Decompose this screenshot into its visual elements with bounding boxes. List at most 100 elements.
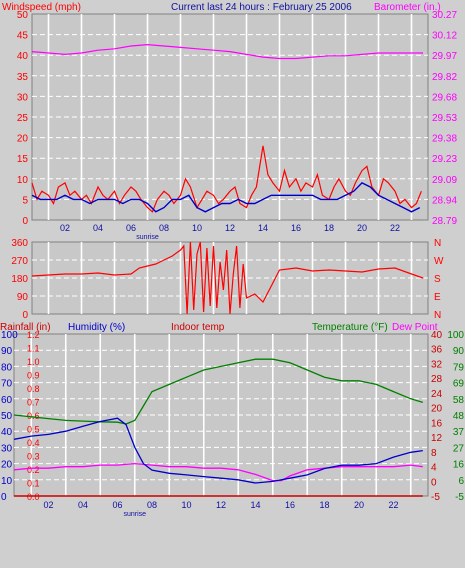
compass-tick-label: W <box>434 256 444 267</box>
temperature-tick-label: 16 <box>431 418 443 429</box>
barometer-line <box>31 43 423 60</box>
x-tick-label: 16 <box>285 500 295 510</box>
humidity-tick-label: 20 <box>1 460 13 471</box>
rainfall-axis-label: Rainfall (in) <box>0 322 51 333</box>
wind-tick-label: 30 <box>17 92 29 103</box>
temperature-tick-label: -5 <box>431 492 440 503</box>
chart-title: Current last 24 hours : February 25 2006 <box>171 2 352 13</box>
x-tick-label: 18 <box>324 223 334 233</box>
x-tick-label: 10 <box>192 223 202 233</box>
baro-tick-label: 29.38 <box>432 134 457 145</box>
dewpoint-tick-label: 90 <box>453 346 465 357</box>
baro-tick-label: 30.27 <box>432 10 457 21</box>
avg-wind-line <box>31 182 421 213</box>
x-tick-label: 08 <box>147 500 157 510</box>
rainfall-tick-label: 0.5 <box>27 425 40 435</box>
wind-tick-label: 5 <box>22 195 28 206</box>
rainfall-tick-label: 0.3 <box>27 452 40 462</box>
wind-tick-label: 45 <box>17 31 29 42</box>
baro-tick-label: 29.23 <box>432 154 457 165</box>
temperature-tick-label: 36 <box>431 345 443 356</box>
wind-tick-label: 35 <box>17 72 29 83</box>
rainfall-tick-label: 1.2 <box>27 330 40 340</box>
temperature-axis-label: Temperature (°F) <box>312 322 388 333</box>
rainfall-tick-label: 1.1 <box>27 344 40 354</box>
dewpoint-tick-label: 27 <box>453 443 465 454</box>
direction-tick-label: 360 <box>11 238 28 249</box>
temperature-tick-label: 20 <box>431 404 443 415</box>
compass-tick-label: E <box>434 292 441 303</box>
compass-tick-label: N <box>434 238 441 249</box>
x-tick-label: 06 <box>126 223 136 233</box>
direction-tick-label: 270 <box>11 256 28 267</box>
baro-tick-label: 29.97 <box>432 51 457 62</box>
barometer-axis-label: Barometer (in.) <box>374 2 441 13</box>
temperature-tick-label: 32 <box>431 359 443 370</box>
indoor-temp-label: Indoor temp <box>171 322 225 333</box>
temperature-tick-label: 12 <box>431 433 443 444</box>
wind-tick-label: 40 <box>17 51 29 62</box>
dewpoint-line <box>13 462 423 482</box>
temperature-tick-label: 24 <box>431 389 443 400</box>
rainfall-tick-label: 0.2 <box>27 465 40 475</box>
temperature-tick-label: 4 <box>431 463 437 474</box>
wind-tick-label: 20 <box>17 134 29 145</box>
plot-area <box>13 333 429 497</box>
dewpoint-tick-label: -5 <box>455 492 464 503</box>
sunrise-label: sunrise <box>123 511 146 518</box>
wind-tick-label: 25 <box>17 113 29 124</box>
humidity-tick-label: 50 <box>1 411 13 422</box>
x-tick-label: 02 <box>43 500 53 510</box>
windspeed-line <box>31 145 422 213</box>
direction-tick-label: 180 <box>11 274 28 285</box>
x-tick-label: 22 <box>388 500 398 510</box>
x-tick-label: 04 <box>93 223 103 233</box>
baro-tick-label: 29.82 <box>432 72 457 83</box>
dewpoint-tick-label: 16 <box>453 460 465 471</box>
dewpoint-axis-label: Dew Point <box>392 322 438 333</box>
humidity-axis-label: Humidity (%) <box>68 322 125 333</box>
rainfall-tick-label: 0.9 <box>27 371 40 381</box>
dewpoint-tick-label: 48 <box>453 411 465 422</box>
humidity-tick-label: 10 <box>1 476 13 487</box>
rainfall-tick-label: 1.0 <box>27 357 40 367</box>
x-tick-label: 20 <box>357 223 367 233</box>
wind-direction-line <box>31 241 424 315</box>
windspeed-axis-label: Windspeed (mph) <box>2 2 81 13</box>
humidity-tick-label: 30 <box>1 443 13 454</box>
wind-tick-label: 10 <box>17 175 29 186</box>
humidity-tick-label: 60 <box>1 395 13 406</box>
temperature-tick-label: 28 <box>431 374 443 385</box>
x-tick-label: 06 <box>112 500 122 510</box>
baro-tick-label: 29.53 <box>432 113 457 124</box>
temperature-tick-label: 0 <box>431 477 437 488</box>
direction-tick-label: 90 <box>17 292 29 303</box>
humidity-tick-label: 0 <box>1 492 7 503</box>
compass-tick-label: N <box>434 310 441 321</box>
baro-tick-label: 28.94 <box>432 195 457 206</box>
rainfall-tick-label: 0.0 <box>27 492 40 502</box>
x-tick-label: 20 <box>354 500 364 510</box>
x-tick-label: 18 <box>319 500 329 510</box>
compass-tick-label: S <box>434 274 441 285</box>
x-tick-label: 22 <box>390 223 400 233</box>
rainfall-tick-label: 0.1 <box>27 479 40 489</box>
temperature-tick-label: 40 <box>431 330 443 341</box>
x-tick-label: 12 <box>216 500 226 510</box>
temperature-tick-label: 8 <box>431 448 437 459</box>
dewpoint-tick-label: 100 <box>447 330 464 341</box>
humidity-tick-label: 70 <box>1 379 13 390</box>
x-tick-label: 08 <box>159 223 169 233</box>
wind-tick-label: 50 <box>17 10 29 21</box>
dewpoint-tick-label: 6 <box>458 476 464 487</box>
rainfall-tick-label: 0.7 <box>27 398 40 408</box>
sunrise-label: sunrise <box>136 234 159 241</box>
dewpoint-tick-label: 79 <box>453 362 465 373</box>
humidity-tick-label: 80 <box>1 362 13 373</box>
baro-tick-label: 28.79 <box>432 216 457 227</box>
humidity-tick-label: 100 <box>1 330 18 341</box>
x-tick-label: 04 <box>78 500 88 510</box>
wind-tick-label: 0 <box>22 216 28 227</box>
